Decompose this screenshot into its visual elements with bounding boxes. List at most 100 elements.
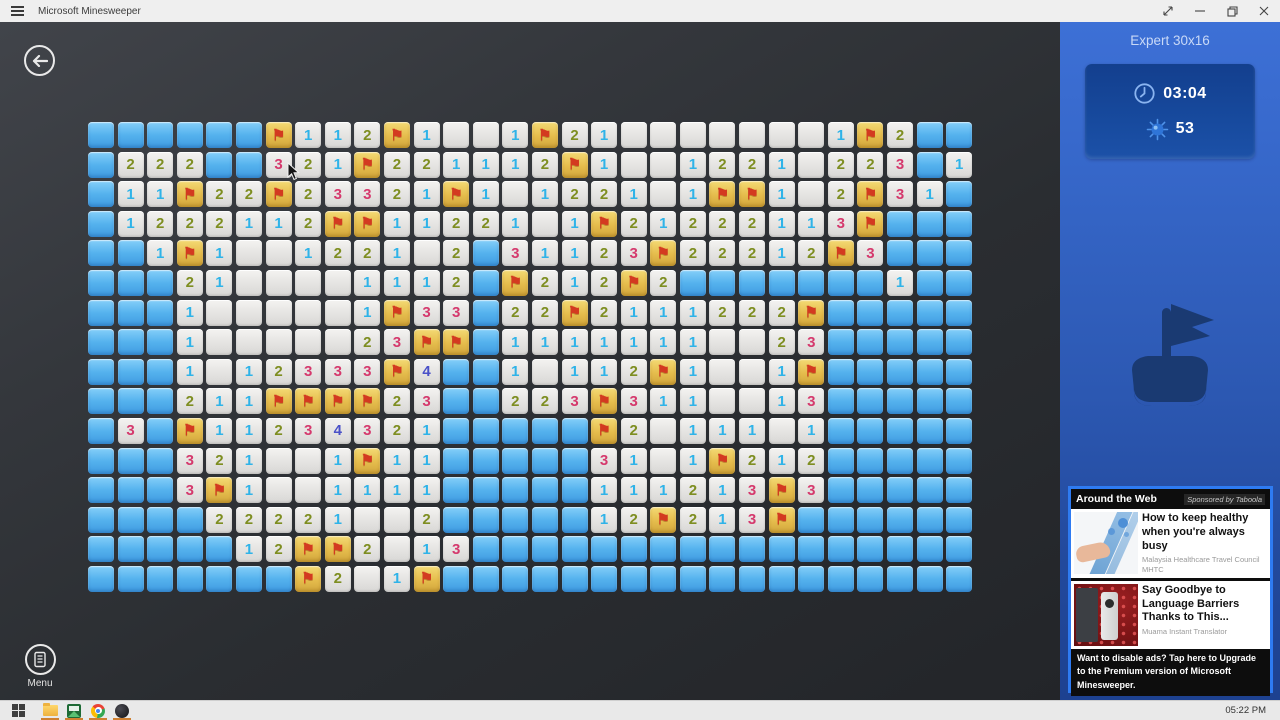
cell-r15-c23[interactable]	[768, 565, 795, 592]
cell-r9-c14[interactable]: 2	[502, 388, 529, 415]
cell-r11-c14[interactable]	[502, 447, 529, 474]
cell-r14-c13[interactable]	[472, 536, 499, 563]
cell-r15-c0[interactable]	[88, 565, 114, 592]
cell-r7-c27[interactable]	[887, 329, 914, 356]
cell-r14-c0[interactable]	[88, 536, 114, 563]
cell-r4-c5[interactable]	[235, 240, 262, 267]
cell-r10-c16[interactable]	[561, 417, 588, 444]
cell-r10-c6[interactable]: 2	[265, 417, 292, 444]
cell-r8-c28[interactable]	[916, 358, 943, 385]
cell-r8-c3[interactable]: 1	[176, 358, 203, 385]
cell-r3-c6[interactable]: 1	[265, 210, 292, 237]
cell-r14-c26[interactable]	[857, 536, 884, 563]
cell-r2-c14[interactable]	[502, 181, 529, 208]
cell-r2-c26[interactable]: ⚑	[857, 181, 884, 208]
cell-r7-c28[interactable]	[916, 329, 943, 356]
ad-item-health[interactable]: How to keep healthy when you're always b…	[1071, 509, 1270, 578]
cell-r1-c11[interactable]: 2	[413, 151, 440, 178]
cell-r12-c19[interactable]: 1	[650, 477, 677, 504]
cell-r10-c28[interactable]	[916, 417, 943, 444]
cell-r13-c6[interactable]: 2	[265, 506, 292, 533]
cell-r10-c26[interactable]	[857, 417, 884, 444]
cell-r0-c24[interactable]	[798, 122, 825, 148]
cell-r15-c5[interactable]	[235, 565, 262, 592]
cell-r4-c11[interactable]	[413, 240, 440, 267]
cell-r11-c26[interactable]	[857, 447, 884, 474]
cell-r13-c16[interactable]	[561, 506, 588, 533]
cell-r1-c26[interactable]: 2	[857, 151, 884, 178]
cell-r6-c29[interactable]	[946, 299, 973, 326]
cell-r0-c13[interactable]	[472, 122, 499, 148]
cell-r12-c5[interactable]: 1	[235, 477, 262, 504]
cell-r2-c0[interactable]	[88, 181, 114, 208]
cell-r3-c11[interactable]: 1	[413, 210, 440, 237]
cell-r12-c25[interactable]	[827, 477, 854, 504]
cell-r7-c16[interactable]: 1	[561, 329, 588, 356]
cell-r3-c29[interactable]	[946, 210, 973, 237]
cell-r7-c21[interactable]	[709, 329, 736, 356]
cell-r2-c27[interactable]: 3	[887, 181, 914, 208]
cell-r6-c24[interactable]: ⚑	[798, 299, 825, 326]
cell-r6-c19[interactable]: 1	[650, 299, 677, 326]
cell-r0-c23[interactable]	[768, 122, 795, 148]
cell-r0-c17[interactable]: 1	[591, 122, 618, 148]
cell-r9-c2[interactable]	[147, 388, 174, 415]
cell-r6-c4[interactable]	[206, 299, 233, 326]
cell-r13-c23[interactable]: ⚑	[768, 506, 795, 533]
cell-r3-c1[interactable]: 1	[117, 210, 144, 237]
cell-r3-c14[interactable]: 1	[502, 210, 529, 237]
cell-r10-c4[interactable]: 1	[206, 417, 233, 444]
cell-r12-c2[interactable]	[147, 477, 174, 504]
cell-r15-c25[interactable]	[827, 565, 854, 592]
cell-r2-c28[interactable]: 1	[916, 181, 943, 208]
cell-r13-c7[interactable]: 2	[295, 506, 322, 533]
taskbar-minesweeper-app[interactable]	[62, 701, 86, 720]
cell-r1-c1[interactable]: 2	[117, 151, 144, 178]
cell-r3-c25[interactable]: 3	[827, 210, 854, 237]
cell-r12-c22[interactable]: 3	[739, 477, 766, 504]
cell-r14-c8[interactable]: ⚑	[324, 536, 351, 563]
taskbar-file-explorer[interactable]	[38, 701, 62, 720]
cell-r14-c19[interactable]	[650, 536, 677, 563]
cell-r13-c18[interactable]: 2	[620, 506, 647, 533]
cell-r5-c26[interactable]	[857, 269, 884, 296]
cell-r5-c13[interactable]	[472, 269, 499, 296]
cell-r15-c27[interactable]	[887, 565, 914, 592]
cell-r8-c18[interactable]: 2	[620, 358, 647, 385]
cell-r14-c21[interactable]	[709, 536, 736, 563]
cell-r4-c9[interactable]: 2	[354, 240, 381, 267]
cell-r13-c29[interactable]	[946, 506, 973, 533]
cell-r7-c19[interactable]: 1	[650, 329, 677, 356]
ad-headline[interactable]: How to keep healthy when you're always b…	[1142, 512, 1249, 552]
cell-r3-c28[interactable]	[916, 210, 943, 237]
cell-r10-c15[interactable]	[531, 417, 558, 444]
cell-r1-c2[interactable]: 2	[147, 151, 174, 178]
cell-r5-c7[interactable]	[295, 269, 322, 296]
upgrade-notice[interactable]: Want to disable ads? Tap here to Upgrade…	[1071, 648, 1270, 697]
cell-r2-c23[interactable]: 1	[768, 181, 795, 208]
cell-r9-c7[interactable]: ⚑	[295, 388, 322, 415]
cell-r12-c23[interactable]: ⚑	[768, 477, 795, 504]
cell-r11-c19[interactable]	[650, 447, 677, 474]
cell-r9-c25[interactable]	[827, 388, 854, 415]
cell-r7-c20[interactable]: 1	[679, 329, 706, 356]
cell-r9-c26[interactable]	[857, 388, 884, 415]
cell-r10-c7[interactable]: 3	[295, 417, 322, 444]
cell-r8-c8[interactable]: 3	[324, 358, 351, 385]
cell-r8-c2[interactable]	[147, 358, 174, 385]
cell-r0-c26[interactable]: ⚑	[857, 122, 884, 148]
cell-r2-c11[interactable]: 1	[413, 181, 440, 208]
cell-r15-c21[interactable]	[709, 565, 736, 592]
cell-r4-c27[interactable]	[887, 240, 914, 267]
cell-r2-c20[interactable]: 1	[679, 181, 706, 208]
cell-r14-c4[interactable]	[206, 536, 233, 563]
cell-r2-c10[interactable]: 2	[383, 181, 410, 208]
cell-r3-c8[interactable]: ⚑	[324, 210, 351, 237]
cell-r8-c0[interactable]	[88, 358, 114, 385]
cell-r14-c25[interactable]	[827, 536, 854, 563]
cell-r11-c9[interactable]: ⚑	[354, 447, 381, 474]
cell-r7-c23[interactable]: 2	[768, 329, 795, 356]
cell-r8-c11[interactable]: 4	[413, 358, 440, 385]
cell-r5-c23[interactable]	[768, 269, 795, 296]
cell-r14-c24[interactable]	[798, 536, 825, 563]
